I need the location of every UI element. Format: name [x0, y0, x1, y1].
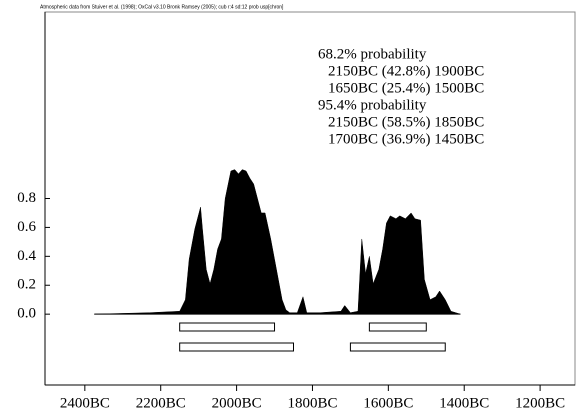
- range-label: 2150BC (42.8%) 1900BC: [328, 63, 484, 79]
- x-tick-label: 1400BC: [439, 395, 489, 411]
- x-tick-label: 2200BC: [136, 395, 186, 411]
- y-tick-label: 0.2: [17, 277, 36, 293]
- range-level: 68.2% probability: [318, 46, 427, 62]
- y-tick-label: 0.8: [17, 190, 36, 206]
- plot-frame: [44, 11, 576, 386]
- x-tick-label: 2400BC: [60, 395, 110, 411]
- y-tick-label: 0.4: [17, 248, 36, 264]
- y-tick-label: 0.6: [17, 219, 36, 235]
- probability-area: [94, 169, 461, 315]
- range-bar: [368, 322, 427, 332]
- range-bar: [349, 342, 446, 352]
- x-tick-label: 1600BC: [363, 395, 413, 411]
- range-label: 2150BC (58.5%) 1850BC: [328, 114, 484, 130]
- range-bar: [179, 342, 294, 352]
- range-level: 95.4% probability: [318, 97, 427, 113]
- x-tick-label: 1800BC: [287, 395, 337, 411]
- y-tick-label: 0.0: [17, 306, 36, 322]
- range-label: 1650BC (25.4%) 1500BC: [328, 80, 484, 96]
- range-bar: [179, 322, 276, 332]
- range-label: 1700BC (36.9%) 1450BC: [328, 131, 484, 147]
- chart-header: Atmospheric data from Stuiver et al. (19…: [40, 4, 284, 10]
- x-tick-label: 1200BC: [515, 395, 565, 411]
- x-tick-label: 2000BC: [212, 395, 262, 411]
